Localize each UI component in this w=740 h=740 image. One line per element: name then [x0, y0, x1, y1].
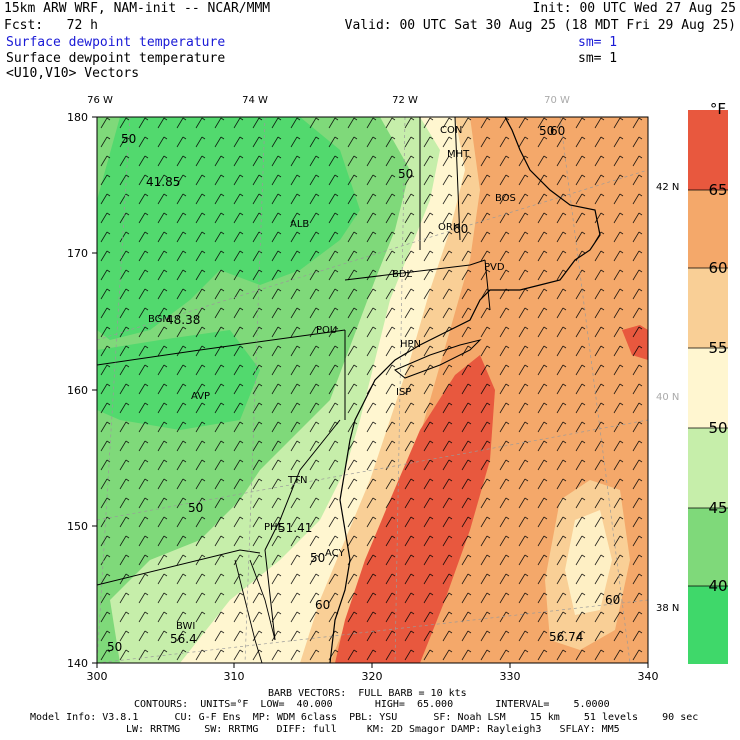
- contour-info: CONTOURS: UNITS=°F LOW= 40.000 HIGH= 65.…: [134, 699, 610, 710]
- colorbar-label: 55: [708, 339, 727, 357]
- state-lines: [97, 117, 491, 641]
- lat-label: 40 N: [656, 392, 679, 403]
- station-label: ISP: [396, 387, 411, 398]
- axis-ticks: [92, 116, 649, 668]
- lat-label: 42 N: [656, 182, 679, 193]
- colorbar: °F 65 60 55 50 45 40: [688, 100, 728, 664]
- station-label: ALB: [290, 219, 309, 230]
- x-tick-label: 330: [500, 670, 521, 683]
- station-label: CON: [440, 125, 462, 136]
- station-label: BWI: [176, 621, 195, 632]
- contour-label: 50: [121, 132, 136, 146]
- contour-label: 60: [605, 593, 620, 607]
- station-label: PHL: [264, 522, 284, 533]
- y-tick-label: 170: [67, 247, 88, 260]
- long-island: [394, 339, 482, 379]
- x-tick-label: 340: [638, 670, 659, 683]
- chesapeake: [234, 559, 276, 663]
- lon-label: 76 W: [87, 95, 113, 106]
- colorbar-unit: °F: [710, 100, 726, 118]
- colorbar-label: 60: [708, 259, 727, 277]
- station-label: BGM: [148, 314, 171, 325]
- station-label: ORH: [438, 222, 460, 233]
- wind-barbs: [97, 117, 648, 663]
- contour-label: 60: [453, 222, 468, 236]
- graticule: [97, 117, 648, 663]
- y-tick-label: 150: [67, 520, 88, 533]
- station-label: PVD: [484, 262, 505, 273]
- station-label: POU: [316, 325, 337, 336]
- value-label: 48.38: [166, 313, 200, 327]
- init-time: Init: 00 UTC Wed 27 Aug 25: [532, 1, 737, 16]
- shaded-field: [97, 117, 648, 663]
- contour-label: 50: [188, 501, 203, 515]
- station-label: AVP: [191, 391, 210, 402]
- contour-label: 50: [539, 124, 554, 138]
- colorbar-label: 50: [708, 419, 727, 437]
- y-tick-label: 140: [67, 657, 88, 670]
- contour-label: 60: [550, 124, 565, 138]
- contour-label: 50: [107, 640, 122, 654]
- x-tick-label: 300: [87, 670, 108, 683]
- lon-label: 74 W: [242, 95, 268, 106]
- station-label: TTN: [287, 475, 308, 486]
- x-tick-label: 320: [362, 670, 383, 683]
- value-label: 41.85: [146, 175, 180, 189]
- colorbar-label: 65: [708, 181, 727, 199]
- colorbar-label: 40: [708, 577, 727, 595]
- field-label-fill: Surface dewpoint temperature: [6, 35, 226, 50]
- station-label: HPN: [400, 339, 421, 350]
- x-tick-label: 310: [224, 670, 245, 683]
- value-label: 56.4: [170, 632, 197, 646]
- field-smoothing-fill: sm= 1: [578, 35, 618, 50]
- station-label: ACY: [325, 548, 345, 559]
- valid-time: Valid: 00 UTC Sat 30 Aug 25 (18 MDT Fri …: [344, 18, 736, 33]
- physics-info: LW: RRTMG SW: RRTMG DIFF: full KM: 2D Sm…: [126, 724, 620, 735]
- field-label-vectors: <U10,V10> Vectors: [6, 66, 140, 81]
- station-label: BOS: [495, 193, 516, 204]
- field-label-contour: Surface dewpoint temperature: [6, 51, 226, 66]
- station-label: BDL: [392, 269, 413, 280]
- lon-label: 70 W: [544, 95, 570, 106]
- field-smoothing-contour: sm= 1: [578, 51, 618, 66]
- contour-label: 50: [310, 551, 325, 565]
- barb-legend: BARB VECTORS: FULL BARB = 10 kts: [268, 688, 467, 699]
- contour-label: 60: [315, 598, 330, 612]
- value-label: 51.41: [278, 521, 312, 535]
- value-label: 56.74: [549, 630, 583, 644]
- y-tick-label: 180: [67, 111, 88, 124]
- lat-label: 38 N: [656, 603, 679, 614]
- model-info: Model Info: V3.8.1 CU: G-F Ens MP: WDM 6…: [30, 712, 699, 723]
- coastline: [329, 117, 601, 663]
- station-label: MHT: [447, 149, 470, 160]
- y-tick-label: 160: [67, 384, 88, 397]
- model-title: 15km ARW WRF, NAM-init -- NCAR/MMM: [4, 1, 271, 16]
- lon-label: 72 W: [392, 95, 418, 106]
- contour-label: 50: [398, 167, 413, 181]
- colorbar-label: 45: [708, 499, 727, 517]
- forecast-hour: Fcst: 72 h: [4, 18, 98, 33]
